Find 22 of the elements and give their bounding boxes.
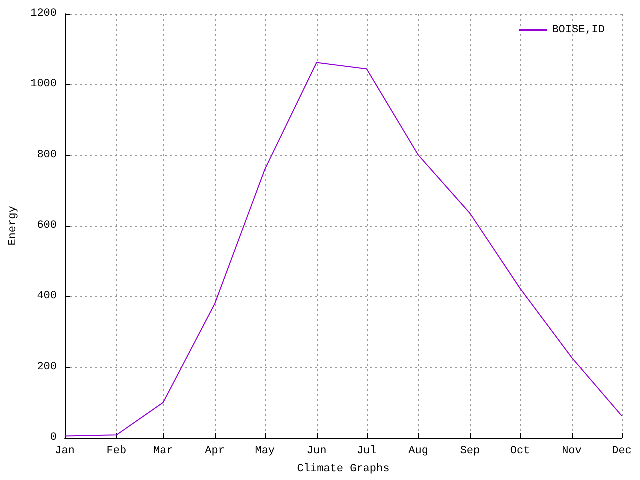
legend-label: BOISE,ID [552,24,606,36]
x-tick-label: Oct [510,446,530,458]
x-tick-label: Jun [306,446,327,458]
y-tick-label: 800 [37,149,57,162]
x-tick-label: Jan [55,446,75,458]
x-tick-label: Sep [460,446,480,458]
x-tick-label: Jul [356,446,377,458]
y-axis-title: Energy [8,206,20,246]
y-tick-label: 0 [50,432,57,444]
x-tick-label: Aug [408,446,428,458]
x-tick-label: Mar [153,446,174,458]
y-tick-label: 600 [37,220,57,232]
y-tick-label: 1000 [30,78,57,91]
y-tick-label: 400 [37,290,57,303]
x-tick-label: Apr [205,446,225,458]
x-tick-label: Nov [562,446,582,458]
y-tick-label: 200 [37,361,57,374]
x-tick-label: May [255,446,276,458]
x-tick-label: Feb [106,446,127,458]
x-axis-title: Climate Graphs [297,464,390,476]
y-tick-label: 1200 [30,8,57,20]
x-tick-label: Dec [612,446,632,458]
